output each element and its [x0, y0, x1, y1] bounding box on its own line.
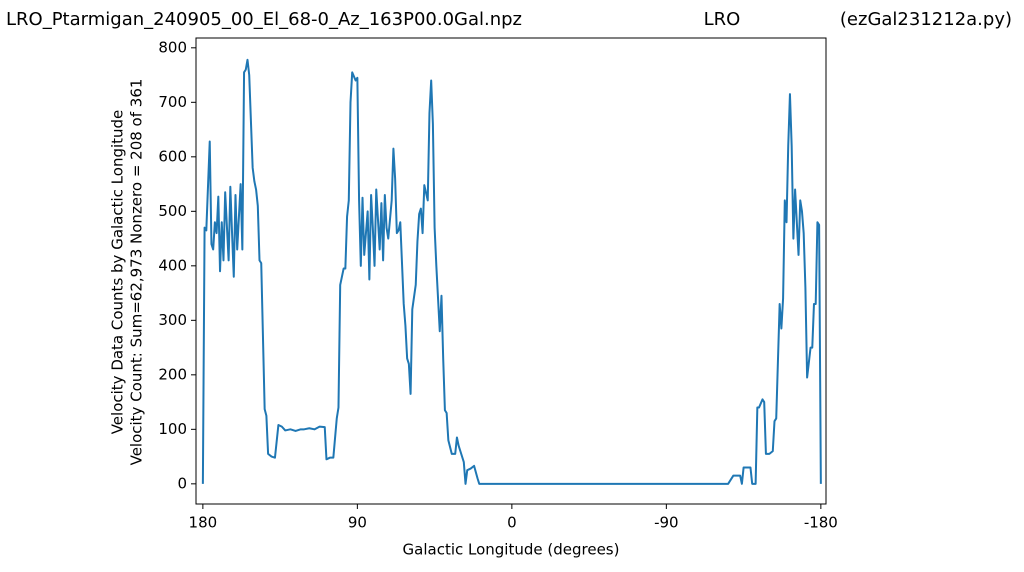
y-tick-label: 600: [158, 147, 187, 165]
y-tick-label: 0: [177, 474, 187, 492]
chart-title-right: (ezGal231212a.py): [840, 9, 1012, 30]
chart-title-center: LRO: [704, 9, 741, 30]
y-tick-label: 700: [158, 93, 187, 111]
y-axis-label: Velocity Data Counts by Galactic Longitu…: [109, 110, 127, 435]
y-tick-label: 100: [158, 420, 187, 438]
y-tick-label: 800: [158, 38, 187, 56]
y-tick-label: 300: [158, 311, 187, 329]
x-tick-label: -180: [804, 514, 838, 532]
plot-frame: [195, 37, 827, 505]
chart-title: LRO_Ptarmigan_240905_00_El_68-0_Az_163P0…: [6, 9, 522, 30]
y-tick-label: 400: [158, 256, 187, 274]
x-tick-label: -90: [654, 514, 679, 532]
x-tick-label: 90: [348, 514, 367, 532]
y-tick-label: 200: [158, 365, 187, 383]
x-axis-label: Galactic Longitude (degrees): [403, 541, 620, 559]
x-tick-label: 0: [507, 514, 517, 532]
y-tick-label: 500: [158, 202, 187, 220]
data-line: [201, 58, 822, 485]
y-axis-label: Velocity Count: Sum=62,973 Nonzero = 208…: [128, 79, 146, 466]
x-tick-label: 180: [189, 514, 218, 532]
